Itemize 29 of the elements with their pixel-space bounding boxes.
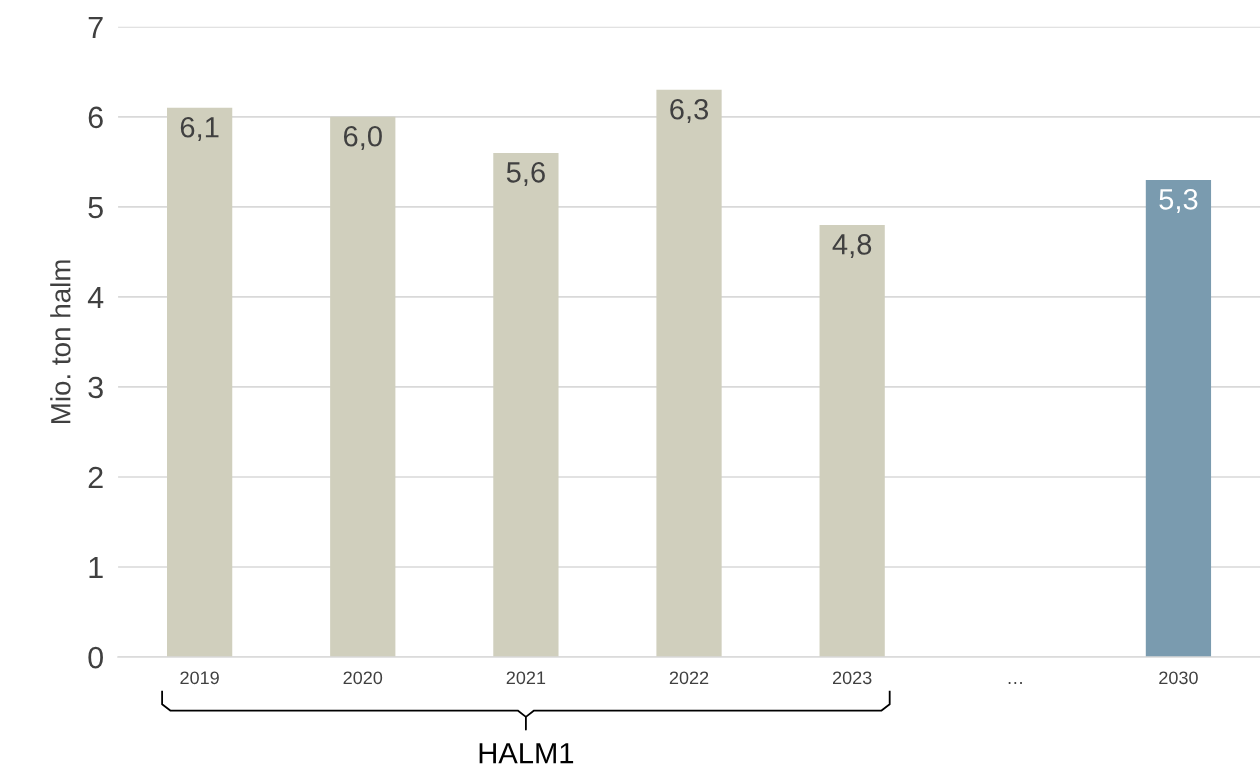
bar — [493, 152, 559, 658]
bar — [819, 224, 885, 658]
data-label: 6,1 — [180, 116, 219, 142]
data-label: 6,3 — [670, 98, 709, 124]
x-tick-label: 2019 — [180, 671, 219, 685]
y-tick-label: 4 — [87, 286, 104, 308]
y-tick-label: 6 — [88, 106, 103, 129]
data-label: 5,6 — [506, 161, 545, 187]
x-tick-label: 2020 — [343, 671, 383, 685]
y-tick-label: 7 — [88, 16, 103, 38]
y-tick-label: 0 — [88, 646, 103, 669]
x-tick-label: 2030 — [1159, 671, 1198, 685]
y-tick-label: 2 — [88, 466, 103, 489]
x-tick-label: 2023 — [832, 671, 872, 685]
y-tick-label: 1 — [89, 557, 103, 579]
y-tick-label: 3 — [88, 376, 103, 399]
data-label: 5,3 — [1159, 188, 1198, 214]
x-tick-label: … — [1008, 682, 1022, 684]
x-tick-label: 2021 — [506, 671, 546, 685]
y-tick-label: 5 — [88, 196, 103, 219]
data-label: 4,8 — [832, 234, 872, 259]
y-axis-title: Mio. ton halm — [50, 260, 71, 424]
bar — [656, 89, 722, 658]
bar — [330, 116, 396, 658]
x-tick-label: 2022 — [669, 671, 709, 685]
bar — [167, 107, 233, 658]
data-label: 6,0 — [343, 125, 382, 151]
bar — [1145, 179, 1212, 658]
text: HALM1 — [479, 743, 574, 764]
